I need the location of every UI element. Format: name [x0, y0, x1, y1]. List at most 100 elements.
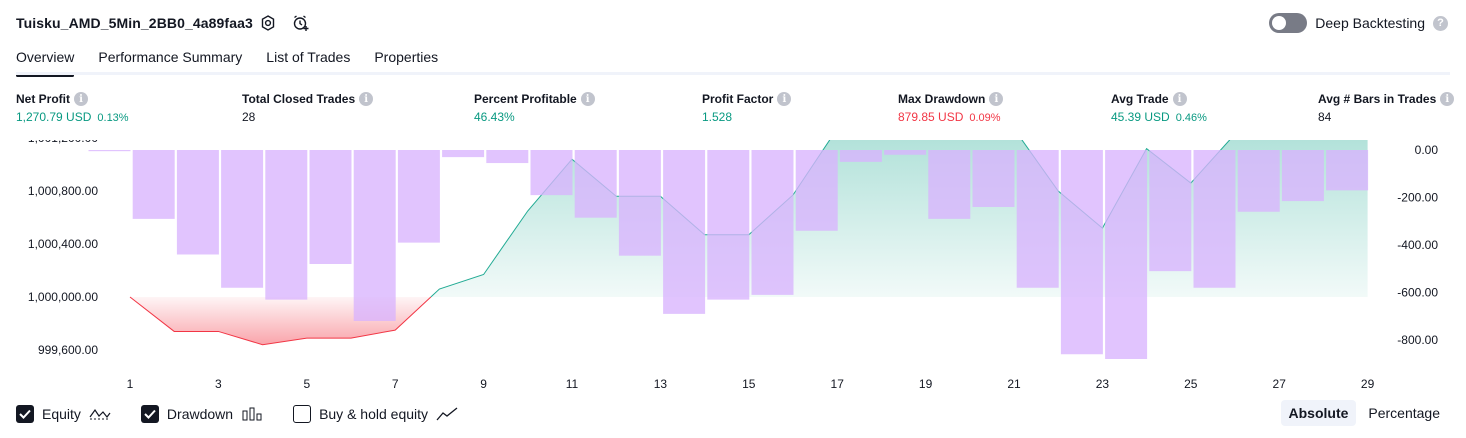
right-axis-tick-label: -400.00	[1397, 238, 1438, 252]
drawdown-bar	[265, 150, 308, 300]
right-axis-tick-label: 0.00	[1415, 143, 1439, 157]
left-axis-tick-label: 1,000,000.00	[28, 290, 98, 304]
drawdown-bar	[397, 150, 440, 243]
metric-avg-trade: Avg Trade i 45.39 USD 0.46%	[1111, 92, 1207, 124]
x-axis-tick-label: 13	[654, 377, 668, 391]
tab-divider	[16, 72, 1450, 75]
metric-label: Avg Trade	[1111, 92, 1169, 106]
info-icon[interactable]: i	[1172, 92, 1187, 106]
buy-hold-label: Buy & hold equity	[319, 406, 429, 422]
metric-percent: 0.09%	[969, 112, 1001, 124]
drawdown-bar	[795, 150, 838, 231]
tab-bar: Overview Performance Summary List of Tra…	[16, 44, 439, 77]
drawdown-bar	[1149, 150, 1192, 272]
info-icon[interactable]: i	[359, 92, 374, 106]
strategy-title: Tuisku_AMD_5Min_2BB0_4a89faa3	[16, 15, 253, 31]
drawdown-bar	[1193, 150, 1236, 288]
metric-label: Avg # Bars in Trades	[1318, 92, 1437, 106]
metric-percent: 0.46%	[1175, 112, 1207, 124]
drawdown-bar	[176, 150, 219, 255]
absolute-button[interactable]: Absolute	[1280, 400, 1357, 426]
right-axis-tick-label: -600.00	[1397, 286, 1438, 300]
info-icon[interactable]: i	[74, 92, 88, 106]
x-axis-tick-label: 11	[566, 377, 579, 391]
strategy-header: Tuisku_AMD_5Min_2BB0_4a89faa3 Deep Backt…	[0, 0, 1466, 44]
equity-label: Equity	[42, 406, 81, 422]
deep-backtesting: Deep Backtesting ?	[1269, 13, 1448, 33]
deep-backtesting-label: Deep Backtesting	[1315, 15, 1425, 31]
x-axis-tick-label: 23	[1096, 377, 1110, 391]
drawdown-bar	[221, 150, 264, 288]
drawdown-bar	[1016, 150, 1059, 288]
right-axis-tick-label: -800.00	[1397, 333, 1438, 347]
deep-backtesting-toggle[interactable]	[1269, 13, 1308, 33]
x-axis-tick-label: 27	[1273, 377, 1287, 391]
drawdown-bar	[751, 150, 794, 295]
drawdown-checkbox[interactable]: Drawdown	[140, 405, 263, 423]
checkbox-unchecked-icon[interactable]	[293, 405, 312, 423]
drawdown-bar	[1237, 150, 1280, 212]
drawdown-bar	[884, 150, 927, 155]
x-axis-tick-label: 1	[127, 377, 134, 391]
tab-overview[interactable]: Overview	[16, 44, 75, 77]
drawdown-bar	[1060, 150, 1103, 355]
help-icon[interactable]: ?	[1433, 15, 1448, 31]
drawdown-bar	[1281, 150, 1324, 202]
metric-value: 879.85 USD	[898, 110, 964, 124]
value-mode-switch: Absolute Percentage	[1280, 400, 1449, 426]
info-icon[interactable]: i	[1440, 92, 1455, 106]
metric-label: Net Profit	[16, 92, 70, 106]
drawdown-bar	[574, 150, 617, 218]
metric-label: Profit Factor	[702, 92, 774, 106]
tab-properties[interactable]: Properties	[374, 49, 439, 65]
tab-performance-summary[interactable]: Performance Summary	[98, 49, 243, 65]
drawdown-bars-icon	[242, 407, 262, 421]
metric-value: 46.43%	[474, 110, 515, 124]
x-axis-tick-label: 21	[1007, 377, 1021, 391]
drawdown-bar	[1326, 150, 1369, 191]
drawdown-bar	[353, 150, 396, 321]
info-icon[interactable]: i	[989, 92, 1004, 106]
left-axis-tick-label: 1,000,800.00	[28, 184, 98, 198]
equity-line-icon	[89, 408, 111, 420]
metric-value: 84	[1318, 110, 1332, 124]
equity-drawdown-chart[interactable]: 1,001,200.00 1,000,800.00 1,000,400.00 1,00…	[0, 140, 1466, 396]
checkbox-checked-icon[interactable]	[16, 405, 34, 423]
x-axis-tick-label: 7	[392, 377, 399, 391]
buy-hold-line-icon	[436, 407, 458, 421]
x-axis-tick-label: 5	[303, 377, 310, 391]
left-axis-tick-label: 1,001,200.00	[28, 140, 98, 145]
drawdown-bar	[309, 150, 352, 264]
metric-profit-factor: Profit Factor i 1.528	[702, 92, 792, 124]
settings-icon[interactable]	[257, 12, 279, 34]
x-axis-tick-label: 19	[919, 377, 933, 391]
metric-total-closed-trades: Total Closed Trades i 28	[242, 92, 374, 124]
metric-percent: 0.13%	[97, 112, 129, 124]
add-alert-icon[interactable]	[290, 12, 312, 34]
drawdown-bar	[928, 150, 971, 219]
drawdown-bar	[486, 150, 529, 164]
equity-checkbox[interactable]: Equity	[16, 405, 111, 423]
drawdown-bar	[618, 150, 661, 256]
drawdown-bar	[442, 150, 485, 158]
metric-label: Percent Profitable	[474, 92, 577, 106]
x-axis-tick-label: 3	[215, 377, 222, 391]
tab-list-of-trades[interactable]: List of Trades	[266, 49, 351, 65]
metric-value: 28	[242, 110, 256, 124]
drawdown-bar	[663, 150, 706, 314]
percentage-button[interactable]: Percentage	[1368, 405, 1440, 421]
metric-value: 1.528	[702, 110, 733, 124]
metrics-row: Net Profit i 1,270.79 USD 0.13% Total Clos…	[0, 92, 1466, 132]
right-axis-tick-label: -200.00	[1397, 191, 1438, 205]
metric-value: 45.39 USD	[1111, 110, 1170, 124]
checkbox-checked-icon[interactable]	[140, 405, 159, 423]
drawdown-bar	[707, 150, 750, 300]
equity-line-negative	[129, 296, 432, 346]
metric-net-profit: Net Profit i 1,270.79 USD 0.13%	[16, 92, 129, 124]
x-axis-tick-label: 9	[480, 377, 487, 391]
buy-hold-checkbox[interactable]: Buy & hold equity	[293, 405, 458, 423]
info-icon[interactable]: i	[777, 92, 792, 106]
x-axis-tick-label: 15	[742, 377, 756, 391]
drawdown-bar	[88, 150, 131, 152]
info-icon[interactable]: i	[580, 92, 595, 106]
